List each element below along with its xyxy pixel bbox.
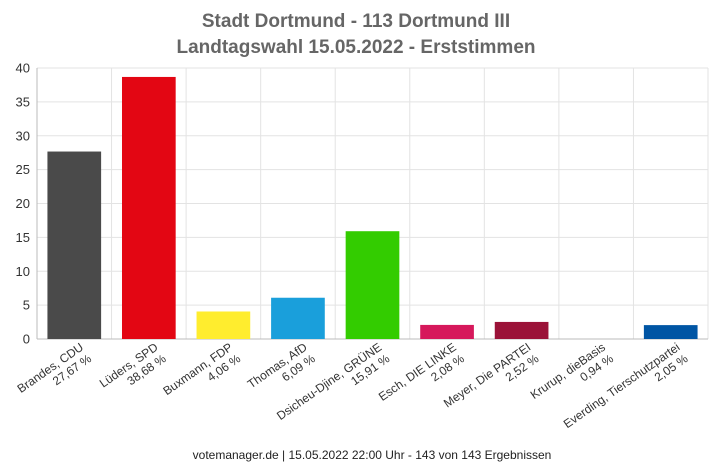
chart-subtitle: Landtagswahl 15.05.2022 - Erststimmen — [176, 37, 535, 58]
chart-title: Stadt Dortmund - 113 Dortmund III — [202, 11, 510, 32]
y-tick-label: 40 — [16, 61, 30, 76]
bar — [345, 231, 400, 339]
bar — [47, 151, 102, 339]
y-tick-label: 30 — [16, 128, 30, 143]
bar — [196, 311, 251, 339]
bars — [47, 76, 698, 340]
y-tick-label: 25 — [16, 162, 30, 177]
bar — [121, 76, 176, 340]
y-tick-label: 35 — [16, 94, 30, 109]
y-tick-label: 10 — [16, 264, 30, 279]
bar — [271, 297, 325, 339]
bar — [643, 325, 698, 339]
footer: votemanager.de | 15.05.2022 22:00 Uhr - … — [193, 448, 552, 462]
y-tick-label: 0 — [23, 332, 30, 347]
y-tick-label: 15 — [16, 230, 30, 245]
y-tick-label: 5 — [23, 298, 30, 313]
y-tick-label: 20 — [16, 196, 30, 211]
bar — [494, 321, 549, 339]
bar — [420, 324, 474, 339]
